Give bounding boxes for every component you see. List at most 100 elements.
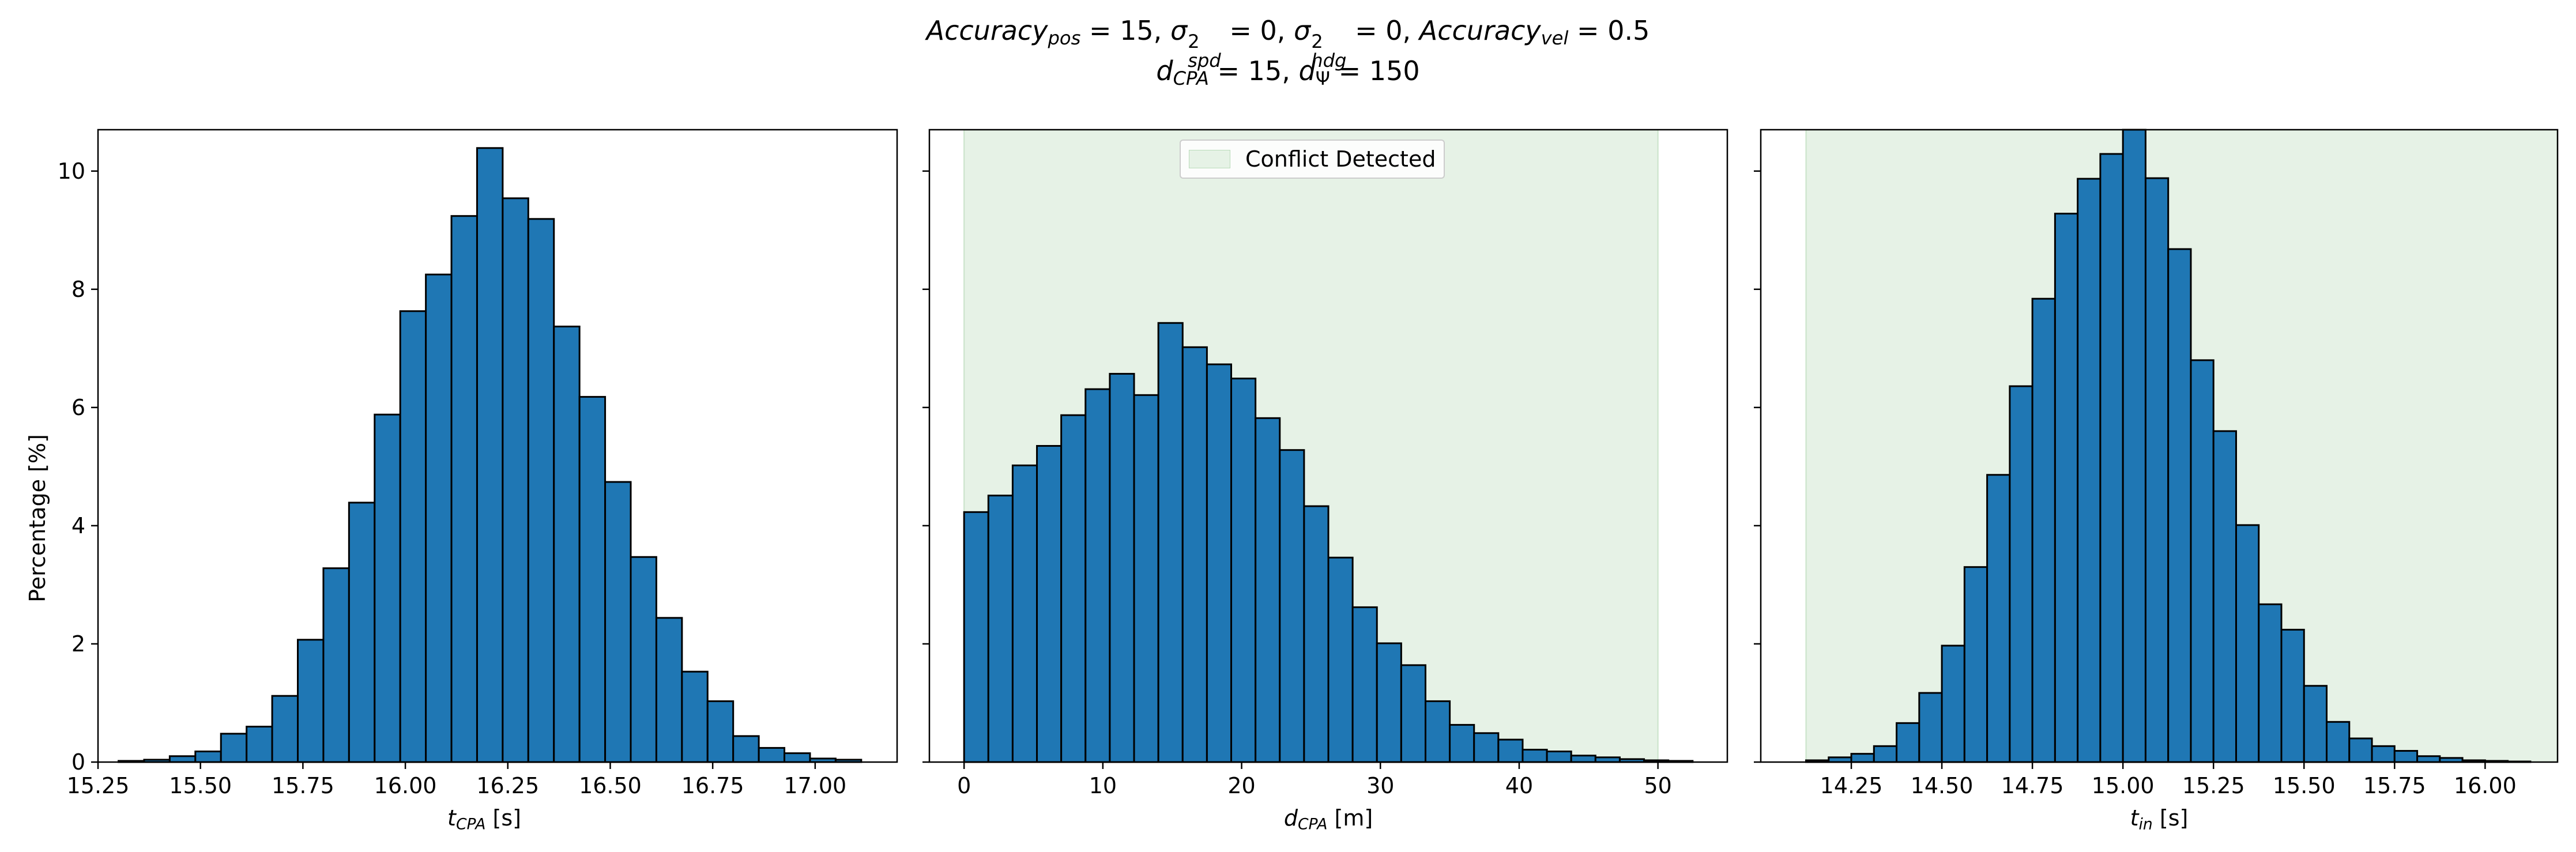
histogram-bar-tin bbox=[2235, 524, 2260, 763]
histogram-bar-tin bbox=[2167, 248, 2192, 763]
histogram-bar-tcpa bbox=[655, 617, 683, 763]
histogram-bar-tcpa bbox=[578, 395, 607, 763]
legend-swatch-conflict bbox=[1189, 150, 1230, 168]
histogram-bar-dcpa bbox=[1449, 723, 1475, 763]
x-tick-label-tcpa: 15.25 bbox=[67, 773, 130, 798]
legend: Conflict Detected bbox=[1180, 140, 1445, 179]
x-tick-label-dcpa: 20 bbox=[1227, 773, 1255, 798]
x-tick-label-tin: 15.25 bbox=[2182, 773, 2245, 798]
histogram-bar-dcpa bbox=[1133, 394, 1159, 763]
x-tick-label-dcpa: 30 bbox=[1366, 773, 1394, 798]
histogram-bar-tcpa bbox=[758, 747, 786, 763]
x-tick-label-tcpa: 16.00 bbox=[374, 773, 437, 798]
histogram-bar-tcpa bbox=[553, 325, 581, 763]
histogram-bar-tin bbox=[2393, 750, 2419, 763]
histogram-bar-dcpa bbox=[1303, 505, 1330, 763]
histogram-bar-dcpa bbox=[1546, 751, 1572, 763]
histogram-bar-tcpa bbox=[476, 147, 504, 763]
histogram-bar-tin bbox=[2099, 153, 2124, 763]
x-tick-label-tcpa: 15.75 bbox=[272, 773, 334, 798]
histogram-bar-tcpa bbox=[630, 556, 657, 763]
histogram-bar-tcpa bbox=[194, 751, 222, 763]
histogram-bar-dcpa bbox=[1327, 556, 1354, 763]
histogram-bar-tin bbox=[1963, 566, 1989, 763]
histogram-bar-dcpa bbox=[1473, 732, 1500, 763]
histogram-bar-tcpa bbox=[271, 695, 299, 763]
histogram-bar-dcpa bbox=[963, 511, 989, 763]
histogram-bar-tcpa bbox=[399, 310, 427, 763]
x-tick-label-tin: 14.25 bbox=[1820, 773, 1883, 798]
histogram-bar-tin bbox=[1896, 722, 1920, 763]
histogram-bar-dcpa bbox=[1279, 449, 1305, 763]
histogram-bar-dcpa bbox=[1424, 700, 1451, 763]
histogram-bar-tin bbox=[2371, 745, 2396, 763]
histogram-bar-tin bbox=[2303, 685, 2328, 763]
histogram-bar-tin bbox=[2190, 359, 2215, 763]
histogram-bar-dcpa bbox=[1157, 322, 1184, 763]
y-tick-label: 10 bbox=[58, 159, 85, 184]
axes-frame-dcpa bbox=[928, 129, 1728, 763]
histogram-bar-tin bbox=[1986, 474, 2011, 763]
histogram-bar-tin bbox=[1941, 644, 1965, 763]
histogram-bar-tcpa bbox=[297, 639, 325, 763]
histogram-bar-dcpa bbox=[1497, 738, 1524, 763]
histogram-bar-dcpa bbox=[1011, 464, 1038, 763]
x-tick-label-dcpa: 40 bbox=[1505, 773, 1533, 798]
histogram-bar-dcpa bbox=[1255, 417, 1281, 763]
y-tick-label: 0 bbox=[71, 749, 85, 775]
histogram-bar-dcpa bbox=[1400, 664, 1426, 763]
histogram-bar-tin bbox=[2009, 385, 2033, 763]
histogram-bar-dcpa bbox=[1206, 363, 1233, 763]
histogram-bar-tcpa bbox=[527, 218, 555, 763]
histogram-bar-tin bbox=[2031, 297, 2056, 763]
histogram-bar-tin bbox=[2280, 628, 2305, 763]
histogram-bar-tin bbox=[2054, 213, 2079, 763]
histogram-bar-tcpa bbox=[681, 670, 709, 763]
histogram-bar-tin bbox=[1918, 692, 1943, 763]
y-axis-label: Percentage [%] bbox=[25, 434, 50, 602]
histogram-bar-dcpa bbox=[1230, 378, 1257, 763]
histogram-bar-tcpa bbox=[168, 755, 197, 763]
x-axis-label-dcpa: dCPA [m] bbox=[1283, 805, 1373, 834]
histogram-bar-tin bbox=[2212, 430, 2237, 763]
x-tick-label-tin: 15.75 bbox=[2363, 773, 2426, 798]
y-tick-label: 6 bbox=[71, 395, 85, 420]
x-tick-label-tcpa: 16.25 bbox=[476, 773, 539, 798]
histogram-bar-tin bbox=[2077, 178, 2102, 763]
histogram-bar-tcpa bbox=[220, 733, 248, 763]
legend-label-conflict: Conflict Detected bbox=[1245, 146, 1436, 172]
histogram-bar-tin bbox=[2122, 129, 2146, 763]
x-tick-label-dcpa: 50 bbox=[1644, 773, 1671, 798]
x-axis-label-tcpa: tCPA [s] bbox=[447, 805, 521, 834]
x-tick-label-tin: 14.50 bbox=[1911, 773, 1974, 798]
histogram-bar-tcpa bbox=[322, 567, 350, 763]
x-tick-label-tin: 16.00 bbox=[2454, 773, 2517, 798]
histogram-bar-tin bbox=[1873, 745, 1898, 763]
histogram-bar-tin bbox=[2144, 177, 2170, 763]
x-tick-label-tcpa: 16.50 bbox=[579, 773, 642, 798]
figure-title-line2: dCPA = 15, dΨ = 150 bbox=[1156, 55, 1420, 90]
x-tick-label-tcpa: 15.50 bbox=[169, 773, 232, 798]
histogram-bar-tcpa bbox=[604, 481, 632, 763]
histogram-bar-tcpa bbox=[246, 725, 273, 763]
histogram-bar-tcpa bbox=[706, 700, 735, 763]
axes-frame-tcpa bbox=[97, 129, 898, 763]
y-tick-label: 2 bbox=[71, 631, 85, 657]
axes-frame-tin bbox=[1760, 129, 2559, 763]
x-axis-label-tin: tin [s] bbox=[2130, 805, 2189, 834]
histogram-bar-dcpa bbox=[1109, 372, 1135, 763]
histogram-bar-dcpa bbox=[987, 495, 1014, 763]
histogram-bar-tin bbox=[2416, 755, 2441, 763]
histogram-bar-dcpa bbox=[1351, 606, 1378, 763]
x-tick-label-tin: 15.50 bbox=[2273, 773, 2336, 798]
histogram-bar-dcpa bbox=[1060, 414, 1087, 763]
histogram-bar-tin bbox=[1850, 753, 1875, 763]
histogram-bar-tcpa bbox=[425, 273, 453, 763]
histogram-bar-tcpa bbox=[374, 413, 401, 763]
x-tick-label-tin: 15.00 bbox=[2092, 773, 2155, 798]
x-tick-label-dcpa: 0 bbox=[957, 773, 971, 798]
figure-title-line1: Accuracypos = 15, σ 2 spd = 0, σ 2 hdg = 0, … bbox=[926, 15, 1650, 71]
histogram-bar-tin bbox=[2348, 737, 2373, 763]
x-tick-label-tcpa: 16.75 bbox=[681, 773, 744, 798]
